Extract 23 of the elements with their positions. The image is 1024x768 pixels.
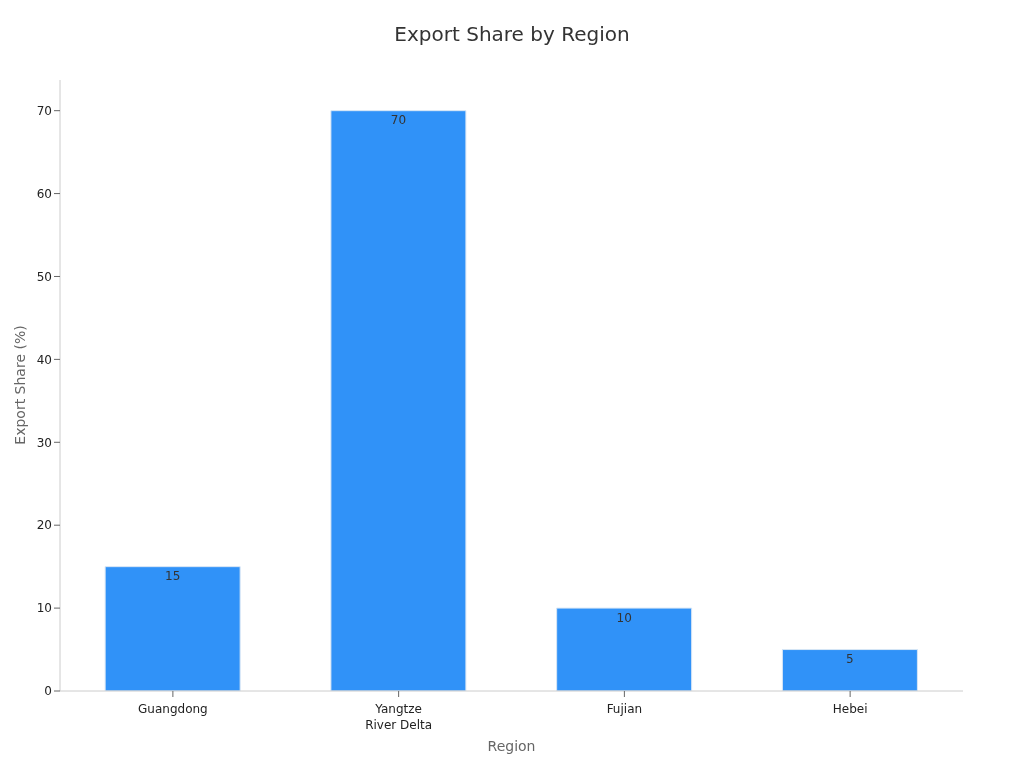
- chart-title: Export Share by Region: [393, 22, 631, 46]
- x-tick-label: Fujian: [606, 702, 643, 716]
- data-label: 15: [165, 569, 181, 584]
- y-tick-label: 30: [36, 435, 52, 450]
- x-axis-title: Region: [487, 738, 536, 754]
- y-tick-label: 70: [36, 103, 52, 118]
- bar: [556, 607, 693, 691]
- y-axis-title: Export Share (%): [12, 325, 28, 445]
- y-tick-label: 50: [36, 269, 52, 284]
- x-tick-label: Hebei: [832, 702, 868, 716]
- data-label: 70: [390, 113, 407, 128]
- bar: [781, 649, 918, 691]
- x-tick-label: Guangdong: [138, 702, 208, 716]
- data-label: 10: [616, 610, 632, 625]
- bar: [330, 110, 467, 691]
- data-label: 5: [846, 652, 854, 667]
- bar: [104, 566, 241, 691]
- y-tick-label: 0: [44, 684, 52, 699]
- x-tick-label: Yangtze River Delta: [365, 702, 433, 732]
- y-tick-label: 40: [36, 352, 52, 367]
- y-tick-label: 10: [36, 601, 52, 616]
- y-tick-label: 60: [36, 186, 52, 201]
- y-tick-label: 20: [36, 518, 52, 533]
